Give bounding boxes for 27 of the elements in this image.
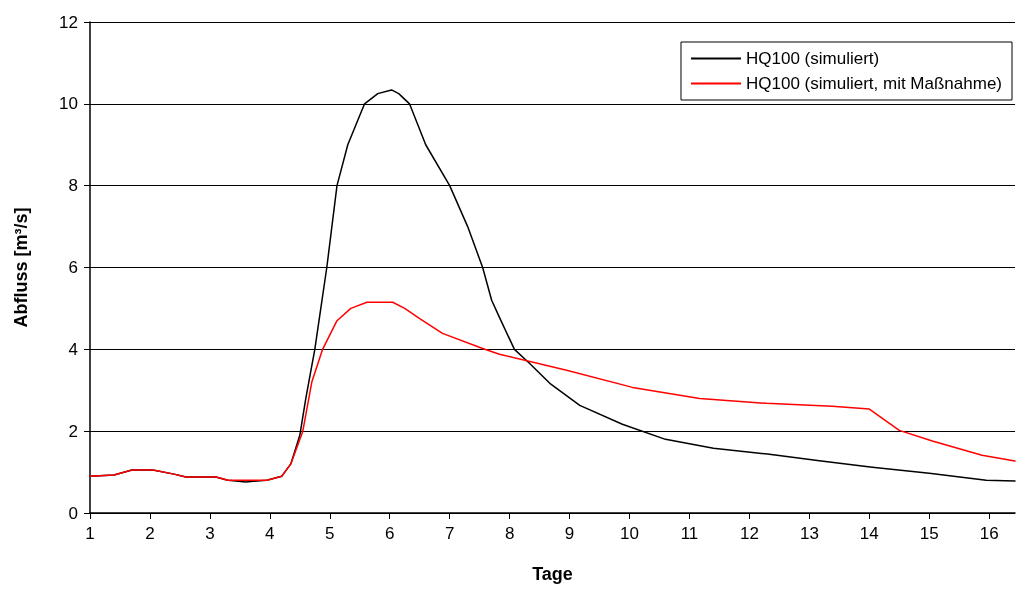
x-tick-label: 9: [564, 524, 575, 543]
x-tick-label: 5: [325, 524, 335, 543]
x-tick-label: 6: [385, 524, 395, 543]
x-tick-label: 13: [799, 524, 819, 543]
x-tick-label: 3: [205, 524, 215, 543]
x-axis-title: Tage: [532, 564, 573, 584]
x-tick-label: 4: [265, 524, 275, 543]
x-tick-label: 1: [85, 524, 95, 543]
x-tick-label: 10: [620, 524, 639, 543]
y-axis-title: Abfluss [m³/s]: [11, 207, 31, 328]
x-tick-label: 11: [680, 524, 699, 543]
x-tick-label: 14: [859, 524, 879, 543]
y-tick-label: 10: [59, 94, 78, 114]
x-tick-label: 8: [504, 524, 515, 543]
y-tick-label: 12: [59, 12, 78, 32]
x-tick-label: 7: [444, 524, 455, 543]
y-tick-label: 0: [68, 503, 78, 523]
y-tick-label: 2: [68, 421, 78, 441]
x-tick-label: 16: [979, 524, 999, 543]
x-tick-label: 12: [739, 524, 759, 543]
y-tick-label: 6: [68, 258, 78, 277]
x-tick-label: 15: [919, 524, 939, 543]
legend-label: HQ100 (simuliert): [746, 49, 880, 68]
y-tick-label: 4: [68, 339, 78, 359]
y-tick-label: 8: [68, 176, 78, 196]
x-tick-label: 2: [145, 524, 155, 543]
legend-label: HQ100 (simuliert, mit Maßnahme): [746, 74, 1003, 93]
